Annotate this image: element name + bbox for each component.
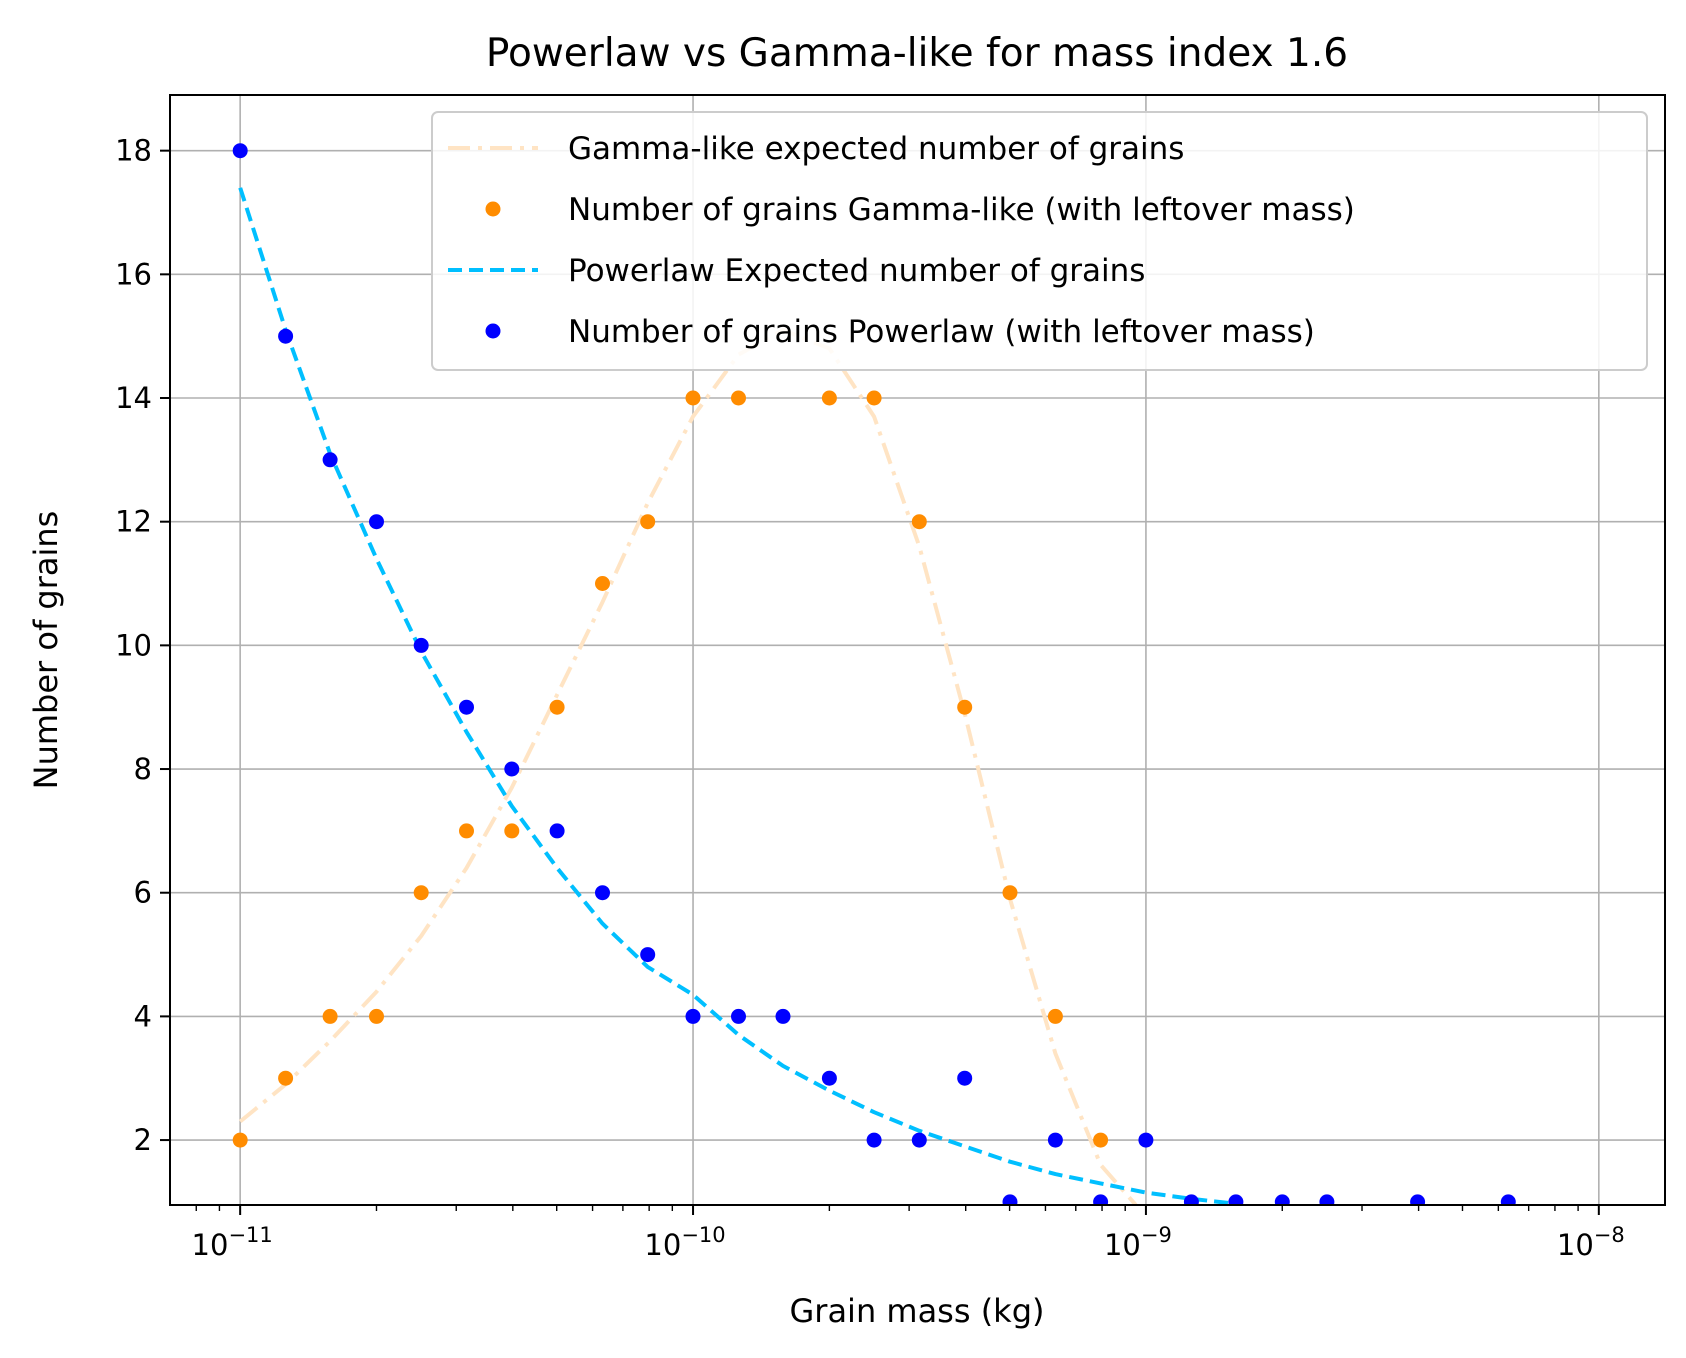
y-tick-label: 8 (134, 752, 152, 786)
data-point (413, 637, 429, 653)
data-point (413, 885, 429, 901)
data-point (911, 1132, 927, 1148)
x-axis-label: Grain mass (kg) (789, 1292, 1044, 1330)
data-point (322, 452, 338, 468)
data-point (1093, 1194, 1109, 1205)
data-point (459, 699, 474, 715)
legend-label: Number of grains Gamma-like (with leftov… (568, 192, 1355, 228)
data-point (232, 1132, 248, 1148)
data-point (731, 390, 746, 406)
legend-label: Number of grains Powerlaw (with leftover… (568, 314, 1315, 350)
data-point (866, 1132, 882, 1148)
x-tick-label: 10−10 (644, 1223, 725, 1262)
data-point (322, 1008, 338, 1024)
data-point (685, 1008, 701, 1024)
data-point (369, 1008, 384, 1024)
data-point (504, 823, 520, 839)
data-point (595, 885, 610, 901)
x-tick-label: 10−11 (192, 1223, 273, 1262)
data-point (459, 823, 474, 839)
data-point (957, 1070, 973, 1086)
data-point (821, 1070, 837, 1086)
plot-frame (169, 94, 1666, 1206)
data-point (1093, 1132, 1109, 1148)
y-tick-label: 6 (134, 876, 152, 910)
series-line (238, 187, 1237, 1205)
data-point (1138, 1132, 1154, 1148)
y-tick-label: 10 (115, 628, 152, 662)
data-point (1228, 1194, 1244, 1205)
axes: 10−11 10−10 10−9 10−8 2 4 6 8 10 12 14 16 18 (115, 134, 1625, 1262)
legend-label: Powerlaw Expected number of grains (568, 253, 1145, 289)
legend: Gamma-like expected number of grains Numb… (431, 111, 1648, 371)
y-axis-label: Number of grains (27, 511, 65, 790)
data-point (1047, 1008, 1063, 1024)
data-point (1002, 1194, 1018, 1205)
data-point (369, 514, 384, 530)
y-tick-label: 14 (115, 381, 152, 415)
data-point (685, 390, 701, 406)
data-point (775, 1008, 791, 1024)
data-point (1002, 885, 1018, 901)
x-tick-label: 10−9 (1104, 1223, 1172, 1262)
data-point (1500, 1194, 1516, 1205)
data-point (504, 761, 520, 777)
data-point (731, 1008, 746, 1024)
data-point (640, 514, 656, 530)
data-point (640, 947, 656, 963)
legend-label: Gamma-like expected number of grains (568, 131, 1184, 167)
legend-box (431, 111, 1648, 371)
data-point (957, 699, 973, 715)
data-point (595, 576, 610, 591)
data-point (1319, 1194, 1335, 1205)
data-point (549, 823, 565, 839)
data-point (232, 143, 248, 159)
data-point (1274, 1194, 1290, 1205)
data-point (821, 390, 837, 406)
data-point (866, 390, 882, 406)
series-line (238, 328, 1138, 1205)
data-point (1047, 1132, 1063, 1148)
y-tick-label: 16 (115, 257, 152, 291)
data-point (1183, 1194, 1199, 1205)
legend-dot-marker (485, 201, 501, 217)
y-tick-label: 18 (115, 134, 152, 168)
legend-dot-marker (485, 323, 501, 339)
series-layer (232, 143, 1516, 1205)
x-tick-label: 10−8 (1557, 1223, 1625, 1262)
y-tick-label: 2 (134, 1123, 152, 1157)
y-tick-label: 4 (134, 999, 152, 1033)
data-point (278, 328, 294, 344)
data-point (278, 1070, 294, 1086)
chart-title: Powerlaw vs Gamma-like for mass index 1.… (486, 31, 1348, 76)
data-point (911, 514, 927, 530)
data-point (1410, 1194, 1426, 1205)
data-point (549, 699, 565, 715)
y-tick-label: 12 (115, 505, 152, 539)
